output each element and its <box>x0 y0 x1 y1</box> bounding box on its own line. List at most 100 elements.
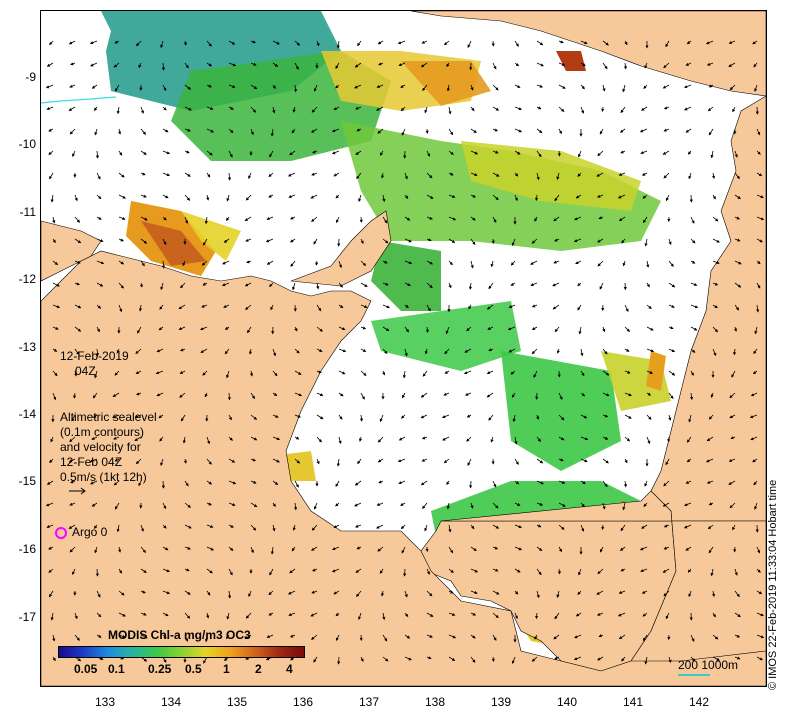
velocity-vector <box>95 348 100 357</box>
velocity-vector <box>224 348 230 355</box>
argo-marker-icon <box>55 527 67 539</box>
velocity-vector <box>184 84 192 90</box>
velocity-vector <box>138 304 143 312</box>
velocity-vector <box>354 502 362 507</box>
velocity-vector <box>225 634 230 640</box>
velocity-vector <box>184 62 189 69</box>
velocity-vector <box>291 128 296 134</box>
velocity-vector <box>355 106 362 110</box>
velocity-vector <box>161 480 165 489</box>
velocity-vector <box>426 238 432 242</box>
velocity-vector <box>470 568 479 573</box>
velocity-vector <box>404 590 408 598</box>
velocity-vector <box>599 128 604 135</box>
velocity-vector <box>492 194 499 201</box>
y-tick: -10 <box>18 137 36 151</box>
velocity-vector <box>624 370 631 374</box>
velocity-vector <box>398 436 406 441</box>
velocity-vector <box>470 524 475 530</box>
velocity-vector <box>96 194 102 200</box>
y-tick: -14 <box>18 407 36 421</box>
velocity-vector <box>268 612 274 616</box>
colorbar: MODIS Chl-a mg/m3 OC3 0.05 0.1 0.25 0.5 … <box>58 628 308 680</box>
velocity-vector <box>228 150 233 158</box>
velocity-vector <box>287 590 296 595</box>
velocity-vector <box>557 568 561 575</box>
velocity-vector <box>294 370 302 375</box>
velocity-vector <box>464 392 472 396</box>
colorbar-title: MODIS Chl-a mg/m3 OC3 <box>108 628 251 642</box>
velocity-vector <box>512 414 516 423</box>
velocity-vector <box>426 194 434 199</box>
velocity-vector <box>729 392 736 399</box>
y-tick: -11 <box>19 205 36 219</box>
velocity-vector <box>379 150 384 156</box>
velocity-vector <box>294 326 298 332</box>
velocity-vector <box>358 194 362 203</box>
velocity-vector <box>466 414 472 418</box>
velocity-vector <box>162 172 171 177</box>
velocity-vector <box>531 348 538 355</box>
velocity-vector <box>92 392 98 399</box>
velocity-vector <box>639 546 648 551</box>
velocity-vector <box>50 194 54 203</box>
velocity-vector <box>443 392 450 396</box>
velocity-vector <box>333 172 340 177</box>
velocity-vector <box>228 502 236 506</box>
velocity-vector <box>514 480 520 485</box>
velocity-vector <box>536 568 542 576</box>
velocity-vector <box>602 502 606 510</box>
velocity-vector <box>706 62 714 66</box>
velocity-vector <box>162 128 169 133</box>
velocity-vector <box>728 40 736 44</box>
velocity-vector <box>531 238 538 244</box>
velocity-vector <box>488 348 494 352</box>
velocity-vector <box>377 436 384 443</box>
velocity-vector <box>228 128 234 134</box>
velocity-vector <box>294 414 301 418</box>
velocity-vector <box>162 502 167 510</box>
velocity-vector <box>200 326 208 331</box>
velocity-vector <box>470 612 477 616</box>
velocity-vector <box>247 326 252 334</box>
velocity-vector <box>665 194 670 202</box>
velocity-vector <box>662 150 670 155</box>
velocity-vector <box>162 216 167 221</box>
velocity-vector <box>536 436 541 442</box>
velocity-vector <box>687 150 692 155</box>
velocity-vector <box>68 458 76 463</box>
velocity-vector <box>338 436 342 445</box>
velocity-vector <box>712 282 719 286</box>
velocity-vector <box>118 612 126 617</box>
velocity-vector <box>688 590 692 598</box>
velocity-vector <box>602 458 609 464</box>
velocity-vector <box>710 568 714 577</box>
velocity-vector <box>488 414 494 421</box>
velocity-vector <box>52 304 61 309</box>
velocity-vector <box>382 238 389 244</box>
velocity-vector <box>640 150 648 154</box>
velocity-vector <box>448 524 452 533</box>
velocity-vector <box>96 612 102 618</box>
velocity-vector <box>96 238 104 242</box>
velocity-vector <box>288 194 296 198</box>
velocity-vector <box>734 656 741 660</box>
velocity-vector <box>113 480 120 486</box>
map-canvas <box>41 11 766 686</box>
velocity-vector <box>162 84 167 92</box>
velocity-vector <box>382 326 390 332</box>
velocity-vector <box>646 304 652 309</box>
colorbar-tick: 1 <box>223 662 230 676</box>
velocity-vector <box>228 524 234 528</box>
velocity-vector <box>734 150 738 158</box>
velocity-vector <box>184 128 191 132</box>
velocity-vector <box>685 546 692 551</box>
velocity-vector <box>250 458 257 462</box>
velocity-vector <box>683 84 692 89</box>
velocity-vector <box>227 392 231 401</box>
velocity-vector <box>533 370 538 378</box>
velocity-vector <box>227 590 232 599</box>
velocity-vector <box>184 546 191 550</box>
velocity-vector <box>514 84 521 88</box>
colorbar-tick: 0.5 <box>185 662 202 676</box>
